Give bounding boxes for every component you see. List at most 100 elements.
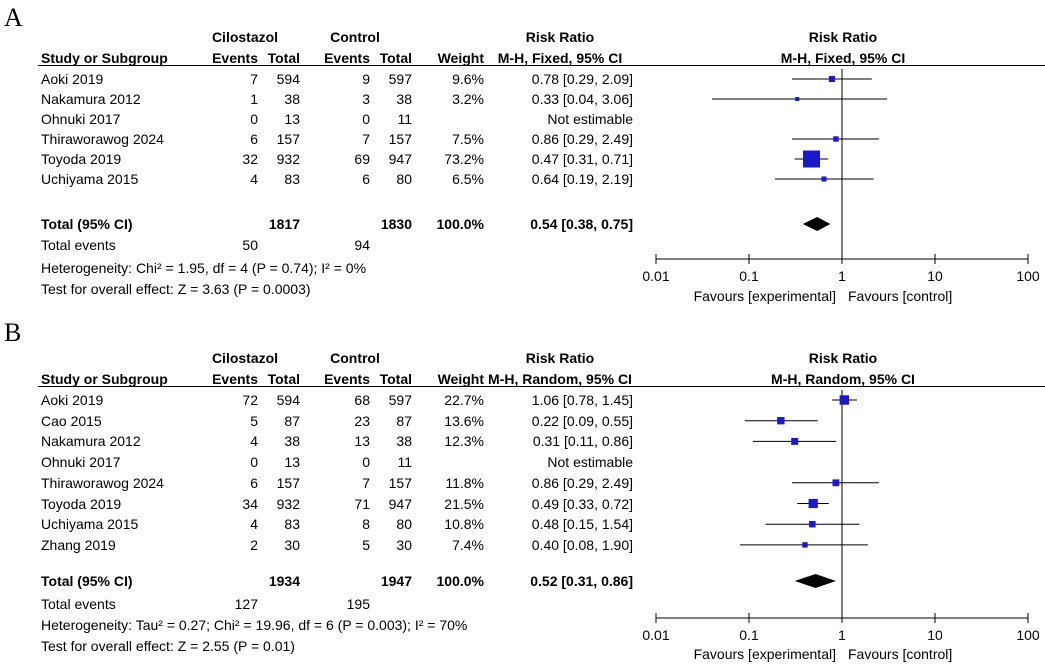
header-group1: Cilostazol <box>211 350 279 366</box>
total-2: 38 <box>396 91 412 107</box>
study-name: Uchiyama 2015 <box>41 171 139 187</box>
weight: 21.5% <box>444 495 484 512</box>
events-1: 5 <box>250 412 258 429</box>
events-2: 5 <box>362 536 370 553</box>
events-1: 34 <box>242 495 258 512</box>
study-marker <box>833 136 839 142</box>
total-2: 80 <box>396 171 412 187</box>
x-tick-label: 100 <box>1016 268 1040 284</box>
total-2: 11 <box>397 111 412 127</box>
events-1: 32 <box>242 151 258 167</box>
total-1: 83 <box>284 171 300 187</box>
header-weight: Weight <box>437 50 484 66</box>
total-events-label: Total events <box>41 596 116 612</box>
total-2: 157 <box>388 131 412 147</box>
total-2: 597 <box>388 392 412 408</box>
header-total-2: Total <box>379 371 412 387</box>
events-2: 13 <box>354 433 370 450</box>
events-2: 68 <box>354 392 370 408</box>
study-marker <box>821 176 827 182</box>
header-total-1: Total <box>267 50 300 66</box>
x-tick-label: 0.01 <box>642 268 670 284</box>
header-events-1: Events <box>212 371 258 387</box>
header-separator <box>38 386 1045 387</box>
total-2: 947 <box>388 495 412 512</box>
events-1: 4 <box>250 171 258 187</box>
risk-ratio-ci: 0.40 [0.08, 1.90] <box>531 536 633 553</box>
x-tick-label: 10 <box>927 268 943 284</box>
events-2: 7 <box>362 131 370 147</box>
events-1: 0 <box>250 454 258 471</box>
x-tick-label: 0.1 <box>739 627 759 643</box>
weight: 73.2% <box>444 151 484 167</box>
study-marker <box>777 417 785 425</box>
total-weight: 100.0% <box>436 573 484 589</box>
weight: 7.5% <box>452 131 484 147</box>
risk-ratio-ci: 0.64 [0.19, 2.19] <box>531 171 633 187</box>
study-marker <box>791 437 799 445</box>
total-weight: 100.0% <box>436 216 484 232</box>
study-name: Toyoda 2019 <box>41 495 122 512</box>
total-1: 83 <box>284 516 300 533</box>
total-events-label: Total events <box>41 237 116 253</box>
events-1: 72 <box>242 392 258 408</box>
risk-ratio-ci: Not estimable <box>547 454 633 471</box>
events-1: 6 <box>250 131 258 147</box>
pooled-diamond <box>802 217 831 231</box>
events-1: 0 <box>250 111 258 127</box>
study-marker <box>803 150 821 168</box>
heterogeneity-text: Heterogeneity: Tau² = 0.27; Chi² = 19.96… <box>41 617 468 633</box>
total-1: 157 <box>276 131 300 147</box>
study-name: Aoki 2019 <box>41 71 104 87</box>
forest-plot-a: A Cilostazol Control Risk Ratio Risk Ratio St… <box>4 4 1045 304</box>
risk-ratio-ci: 0.48 [0.15, 1.54] <box>531 516 633 533</box>
events-2: 6 <box>362 171 370 187</box>
header-plot-method: M-H, Fixed, 95% CI <box>780 50 906 66</box>
header-plot-title: Risk Ratio <box>808 350 878 366</box>
events-2: 8 <box>362 516 370 533</box>
favours-left-label: Favours [experimental] <box>693 288 836 304</box>
x-tick-label: 1 <box>838 268 846 284</box>
total-2: 597 <box>388 71 412 87</box>
events-2: 7 <box>362 474 370 491</box>
header-plot-method: M-H, Random, 95% CI <box>771 371 915 387</box>
events-1: 7 <box>250 71 258 87</box>
forest-plot-svg <box>655 69 1029 264</box>
study-name: Toyoda 2019 <box>41 151 122 167</box>
total-label: Total (95% CI) <box>41 573 133 589</box>
weight: 13.6% <box>444 412 484 429</box>
study-name: Aoki 2019 <box>41 392 104 408</box>
events-2: 69 <box>354 151 370 167</box>
total-1: 38 <box>284 91 300 107</box>
weight: 10.8% <box>444 516 484 533</box>
study-marker <box>828 75 836 83</box>
events-2: 0 <box>362 454 370 471</box>
favours-right-label: Favours [control] <box>848 646 953 662</box>
events-1: 2 <box>250 536 258 553</box>
study-name: Nakamura 2012 <box>41 91 141 107</box>
total-1: 13 <box>284 454 300 471</box>
total-n1: 1817 <box>268 216 300 232</box>
header-total-2: Total <box>379 50 412 66</box>
pooled-diamond <box>794 574 836 588</box>
total-1: 13 <box>284 111 300 127</box>
header-group2: Control <box>330 350 380 366</box>
study-name: Cao 2015 <box>41 412 102 429</box>
study-marker <box>808 498 818 509</box>
header-events-2: Events <box>324 371 370 387</box>
study-name: Nakamura 2012 <box>41 433 141 450</box>
header-rr-method: M-H, Fixed, 95% CI <box>497 50 623 66</box>
header-separator <box>38 65 1045 66</box>
risk-ratio-ci: 0.31 [0.11, 0.86] <box>532 433 633 450</box>
events-2: 9 <box>362 71 370 87</box>
study-name: Uchiyama 2015 <box>41 516 139 533</box>
events-1: 4 <box>250 516 258 533</box>
weight: 6.5% <box>452 171 484 187</box>
study-name: Ohnuki 2017 <box>41 111 121 127</box>
weight: 7.4% <box>452 536 484 553</box>
weight: 12.3% <box>444 433 484 450</box>
total-n1: 1934 <box>268 573 300 589</box>
events-1: 1 <box>250 91 258 107</box>
study-marker <box>802 542 808 548</box>
total-events-2: 94 <box>354 237 370 253</box>
